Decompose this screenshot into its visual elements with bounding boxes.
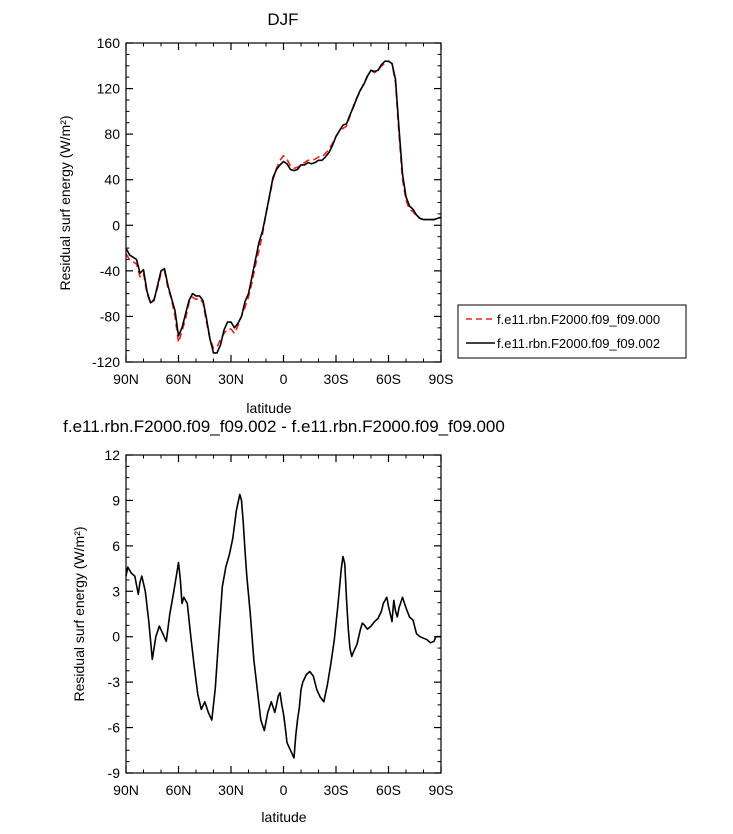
- bottom-chart-ytick-label: 0: [112, 629, 120, 645]
- top-chart: DJF latitude Residual surf energy (W/m²)…: [57, 10, 453, 416]
- top-chart-frame: [125, 42, 442, 363]
- bottom-chart: f.e11.rbn.F2000.f09_f09.002 - f.e11.rbn.…: [63, 417, 505, 825]
- top-chart-title: DJF: [267, 10, 298, 29]
- bottom-chart-xtick-label: 30N: [218, 782, 244, 798]
- bottom-chart-xtick-label: 0: [280, 782, 288, 798]
- top-chart-ytick-label: -80: [100, 308, 120, 324]
- bottom-chart-ytick-label: -3: [108, 674, 121, 690]
- bottom-chart-ytick-label: -6: [108, 720, 121, 736]
- bottom-chart-ytick-label: 12: [104, 447, 120, 463]
- top-chart-xtick-label: 90N: [113, 371, 139, 387]
- top-chart-xtick-label: 60N: [166, 371, 192, 387]
- bottom-chart-xtick-label: 30S: [324, 782, 349, 798]
- bottom-chart-ytick-label: -9: [108, 765, 121, 781]
- top-chart-xtick-label: 90S: [429, 371, 454, 387]
- top-chart-xtick-label: 0: [280, 371, 288, 387]
- top-chart-xtick-label: 30S: [324, 371, 349, 387]
- top-chart-ytick-label: -40: [100, 263, 120, 279]
- bottom-chart-series-line-0: [125, 493, 441, 759]
- legend-label-series-000: f.e11.rbn.F2000.f09_f09.000: [497, 312, 660, 327]
- bottom-chart-xlabel: latitude: [261, 809, 306, 825]
- bottom-chart-xtick-label: 90N: [113, 782, 139, 798]
- legend-box: [457, 304, 687, 359]
- top-chart-ylabel: Residual surf energy (W/m²): [57, 115, 73, 290]
- top-chart-lines: [125, 60, 442, 354]
- bottom-chart-ytick-label: 9: [112, 492, 120, 508]
- bottom-chart-lines: [125, 493, 441, 759]
- bottom-chart-ytick-label: 3: [112, 583, 120, 599]
- top-chart-legend: f.e11.rbn.F2000.f09_f09.000 f.e11.rbn.F2…: [457, 304, 687, 359]
- top-chart-ytick-label: 120: [97, 81, 121, 97]
- top-chart-xlabel: latitude: [246, 400, 291, 416]
- top-chart-ytick-label: -120: [92, 354, 120, 370]
- top-chart-xtick-label: 60S: [376, 371, 401, 387]
- bottom-chart-frame: [125, 454, 442, 774]
- top-chart-xtick-label: 30N: [218, 371, 244, 387]
- top-chart-series-line-1: [125, 60, 442, 354]
- bottom-chart-xtick-label: 60S: [376, 782, 401, 798]
- bottom-chart-xtick-label: 60N: [166, 782, 192, 798]
- bottom-chart-ytick-label: 6: [112, 538, 120, 554]
- bottom-chart-xtick-label: 90S: [429, 782, 454, 798]
- legend-label-series-002: f.e11.rbn.F2000.f09_f09.002: [497, 336, 660, 351]
- top-chart-ytick-label: 160: [97, 35, 121, 51]
- bottom-chart-title: f.e11.rbn.F2000.f09_f09.002 - f.e11.rbn.…: [63, 417, 505, 436]
- top-chart-ytick-label: 40: [104, 172, 120, 188]
- top-chart-ytick-label: 80: [104, 126, 120, 142]
- bottom-chart-ylabel: Residual surf energy (W/m²): [71, 526, 87, 701]
- top-chart-ytick-label: 0: [112, 217, 120, 233]
- top-chart-ticks: -120 -80 -40 0 40 80 120 160 90N 60N 30N 0 30S 60S 90S: [92, 35, 453, 387]
